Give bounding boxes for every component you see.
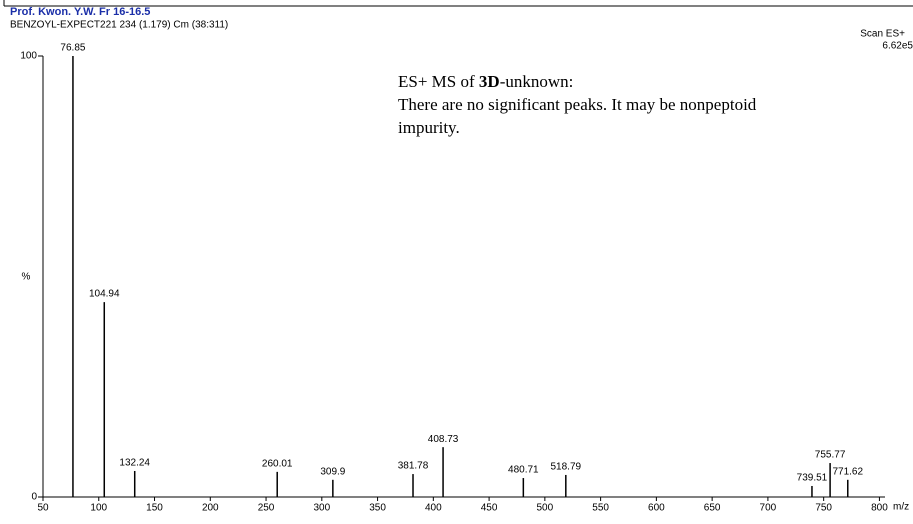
peak-label: 408.73 [428,434,459,445]
x-tick-label: 300 [313,503,330,514]
x-tick-label: 800 [871,503,888,514]
annotation: impurity. [398,118,460,137]
chart-title: Prof. Kwon. Y.W. Fr 16-16.5 [10,6,150,18]
y-tick-label: 100 [20,51,37,62]
peak-label: 132.24 [119,458,150,469]
peak-label: 104.94 [89,289,120,300]
subtitle: BENZOYL-EXPECT221 234 (1.179) Cm (38:311… [10,20,228,31]
peak-label: 76.85 [60,43,85,54]
x-tick-label: 100 [90,503,107,514]
x-tick-label: 600 [648,503,665,514]
x-tick-label: 700 [760,503,777,514]
peak-label: 755.77 [815,450,846,461]
peak-label: 771.62 [832,466,863,477]
x-tick-label: 350 [369,503,386,514]
x-tick-label: 550 [592,503,609,514]
x-tick-label: 650 [704,503,721,514]
annotation-bold: 3D [479,72,500,91]
annotation-text: -unknown: [500,72,574,91]
x-tick-label: 400 [425,503,442,514]
peak-label: 518.79 [551,462,582,473]
x-tick-label: 450 [481,503,498,514]
scan-label: Scan ES+ [860,29,905,40]
x-tick-label: 250 [258,503,275,514]
annotation: There are no significant peaks. It may b… [398,95,757,114]
peak-label: 260.01 [262,459,293,470]
y-axis-label: % [22,272,31,283]
peak-label: 480.71 [508,465,539,476]
x-tick-label: 500 [537,503,554,514]
annotation: ES+ MS of 3D-unknown: [398,72,573,91]
peak-label: 381.78 [398,461,429,472]
annotation-text: ES+ MS of [398,72,479,91]
x-tick-label: 50 [37,503,49,514]
peak-label: 739.51 [797,473,828,484]
y-tick-label: 0 [31,492,37,503]
peak-label: 309.9 [320,466,345,477]
x-tick-label: 750 [815,503,832,514]
scan-intensity: 6.62e5 [882,41,913,52]
x-axis-label: m/z [893,502,909,513]
x-tick-label: 200 [202,503,219,514]
x-tick-label: 150 [146,503,163,514]
